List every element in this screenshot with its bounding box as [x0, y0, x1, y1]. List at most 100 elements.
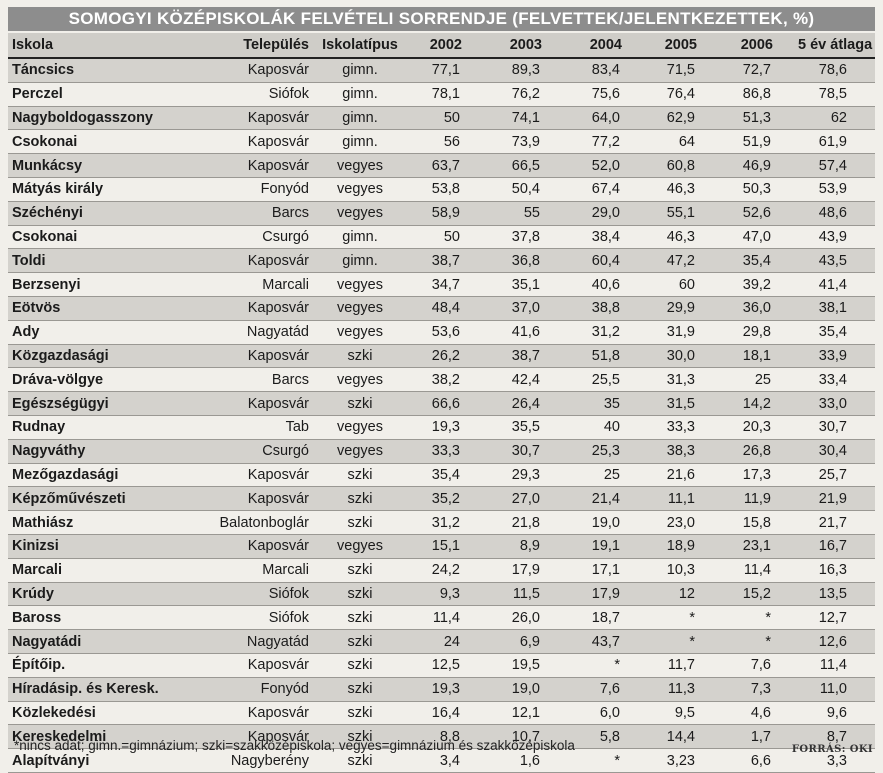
cell-year-2004: 25,5 [591, 371, 620, 388]
cell-year-2005: 31,3 [666, 371, 695, 388]
cell-school-type: szki [347, 633, 373, 650]
cell-year-2002: 15,1 [431, 538, 460, 555]
cell-school: Képzőművészeti [12, 490, 126, 507]
cell-school: Dráva-völgye [12, 371, 104, 388]
cell-school-type: gimn. [342, 62, 378, 79]
column-header-school: Iskola [8, 33, 178, 59]
cell-school: Kereskedelmi [12, 728, 107, 745]
cell-year-2004: * [614, 752, 620, 769]
cell-town: Kaposvár [247, 133, 309, 150]
table-row: Nagyváthy Csurgó vegyes 33,3 30,7 25,3 38,3 26,… [8, 439, 875, 464]
cell-year-2006: 50,3 [742, 181, 771, 198]
cell-school: Baross [12, 609, 62, 626]
cell-year-2004: 43,7 [591, 633, 620, 650]
cell-year-2004: 51,8 [591, 347, 620, 364]
cell-town: Balatonboglár [219, 514, 310, 531]
cell-year-2005: 64 [678, 133, 695, 150]
cell-town: Kaposvár [247, 538, 309, 555]
cell-year-2006: 47,0 [742, 228, 771, 245]
cell-year-2006: 14,2 [742, 395, 771, 412]
cell-school-type: szki [347, 609, 373, 626]
table-row: Ady Nagyatád vegyes 53,6 41,6 31,2 31,9 29,8 35,… [8, 320, 875, 345]
cell-year-2004: 35 [603, 395, 620, 412]
table-row: Kinizsi Kaposvár vegyes 15,1 8,9 19,1 18,9 23,1… [8, 534, 875, 559]
cell-five-year-average: 61,9 [818, 133, 847, 150]
source-credit: FORRÁS: OKI [791, 744, 873, 755]
cell-year-2002: 19,3 [431, 681, 460, 698]
cell-year-2005: 14,4 [666, 728, 695, 745]
cell-five-year-average: 16,7 [818, 538, 847, 555]
cell-year-2006: 7,6 [750, 657, 771, 674]
cell-year-2003: 21,8 [511, 514, 540, 531]
cell-school-type: szki [347, 657, 373, 674]
cell-school-type: vegyes [337, 371, 383, 388]
table-row: Eötvös Kaposvár vegyes 48,4 37,0 38,8 29,9 36,0… [8, 296, 875, 321]
cell-year-2005: 31,9 [666, 324, 695, 341]
cell-year-2002: 12,5 [431, 657, 460, 674]
cell-school-type: vegyes [337, 538, 383, 555]
cell-school: Építőip. [12, 657, 66, 674]
cell-year-2002: 66,6 [431, 395, 460, 412]
cell-school-type: vegyes [337, 205, 383, 222]
cell-year-2003: 50,4 [511, 181, 540, 198]
cell-year-2002: 38,2 [431, 371, 460, 388]
cell-year-2006: 39,2 [742, 276, 771, 293]
cell-five-year-average: 33,9 [818, 347, 847, 364]
cell-year-2004: 38,8 [591, 300, 620, 317]
cell-town: Marcali [262, 276, 309, 293]
table-row: Egészségügyi Kaposvár szki 66,6 26,4 35 31,5 14… [8, 391, 875, 416]
cell-town: Siófok [268, 86, 309, 103]
cell-year-2006: 11,9 [743, 490, 771, 507]
cell-town: Nagyatád [246, 633, 309, 650]
cell-school-type: szki [347, 728, 373, 745]
cell-year-2006: * [765, 609, 771, 626]
cell-year-2005: * [689, 609, 695, 626]
table-row: Kereskedelmi Kaposvár szki 8,8 10,7 5,8 14,4 1,… [8, 724, 875, 749]
cell-year-2006: 86,8 [742, 86, 771, 103]
cell-year-2003: 55 [523, 205, 540, 222]
table-row: Mezőgazdasági Kaposvár szki 35,4 29,3 25 21,6 1… [8, 463, 875, 487]
admissions-table: Iskola Település Iskolatípus 2002 2003 2004 20… [8, 33, 875, 773]
cell-school: Berzsenyi [12, 276, 81, 293]
cell-school: Közlekedési [12, 704, 96, 721]
cell-year-2003: 6,9 [519, 633, 540, 650]
table-row: Perczel Siófok gimn. 78,1 76,2 75,6 76,4 86,8 78… [8, 82, 875, 107]
cell-year-2006: 51,3 [742, 109, 771, 126]
cell-school: Széchényi [12, 205, 83, 222]
cell-five-year-average: 8,7 [826, 728, 847, 745]
cell-town: Kaposvár [247, 395, 309, 412]
cell-town: Kaposvár [247, 728, 309, 745]
cell-year-2006: 4,6 [750, 704, 771, 721]
cell-year-2003: 10,7 [511, 728, 540, 745]
cell-year-2004: 67,4 [591, 181, 620, 198]
cell-five-year-average: 33,4 [818, 371, 847, 388]
cell-five-year-average: 57,4 [818, 157, 847, 174]
cell-town: Kaposvár [247, 109, 309, 126]
cell-year-2005: 21,6 [666, 466, 695, 483]
cell-year-2005: 31,5 [666, 395, 695, 412]
cell-school-type: vegyes [337, 276, 383, 293]
column-header-year-2002: 2002 [408, 33, 484, 59]
cell-year-2003: 12,1 [511, 704, 540, 721]
cell-five-year-average: 41,4 [818, 276, 847, 293]
cell-year-2004: 40 [603, 419, 620, 436]
cell-five-year-average: 30,4 [818, 443, 847, 460]
cell-year-2003: 29,3 [511, 466, 540, 483]
cell-year-2002: 24,2 [431, 562, 460, 579]
cell-town: Fonyód [260, 681, 309, 698]
cell-year-2005: 11,1 [667, 490, 695, 507]
cell-school: Perczel [12, 86, 63, 103]
cell-five-year-average: 21,7 [818, 514, 847, 531]
cell-town: Kaposvár [247, 347, 309, 364]
cell-town: Kaposvár [247, 490, 309, 507]
cell-year-2006: 72,7 [742, 62, 771, 79]
cell-year-2004: 60,4 [591, 252, 620, 269]
cell-year-2006: 25 [754, 371, 771, 388]
cell-year-2002: 38,7 [431, 252, 460, 269]
cell-year-2005: 76,4 [666, 86, 695, 103]
cell-year-2004: 75,6 [591, 86, 620, 103]
cell-town: Csurgó [262, 228, 309, 245]
header-row: Iskola Település Iskolatípus 2002 2003 2004 20… [8, 33, 875, 59]
cell-school-type: szki [347, 752, 373, 769]
cell-year-2002: 77,1 [431, 62, 460, 79]
